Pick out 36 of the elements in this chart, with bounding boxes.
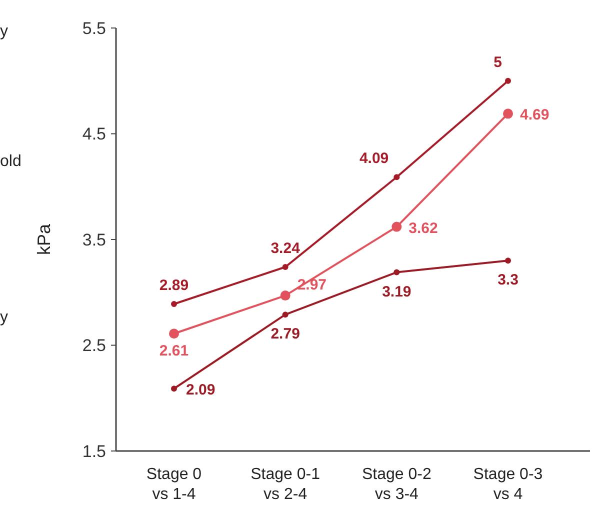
point [503,108,513,119]
y-axis-title: kPa [34,223,54,256]
point [392,222,402,232]
point [394,174,400,180]
point [171,301,177,308]
data-label: 4.09 [359,150,389,168]
y-tick-label: 4.5 [82,124,106,144]
y-tick-label: 3.5 [82,230,106,250]
point [282,312,288,318]
data-label: 2.09 [186,382,216,399]
data-label: 5 [494,54,502,71]
x-tick-label: Stage 0-2 vs 3-4 [362,466,432,503]
data-label: 3.19 [382,283,412,300]
text: y [0,309,8,326]
x-tick-label: Stage 0-3 vs 4 [473,466,543,503]
data-label: 3.3 [498,272,518,289]
text: old [0,153,22,170]
point [394,269,400,276]
data-label: 4.69 [520,106,550,124]
x-tick-label: Stage 0-1 vs 2-4 [250,466,320,503]
data-label: 3.62 [408,220,438,237]
point [505,78,511,84]
text: y [0,23,8,40]
point [282,264,288,270]
point [171,386,177,392]
data-label: 2.89 [159,277,189,294]
data-label: 3.24 [270,240,301,257]
data-label: 2.79 [270,326,300,343]
y-tick-label: 1.5 [82,442,106,461]
y-tick-label: 5.5 [82,18,106,38]
point [505,258,511,264]
y-tick-label: 2.5 [82,336,106,356]
x-tick-label: Stage 0 vs 1-4 [146,466,202,503]
data-label: 2.61 [159,342,189,360]
point [169,328,179,339]
point [280,290,290,301]
